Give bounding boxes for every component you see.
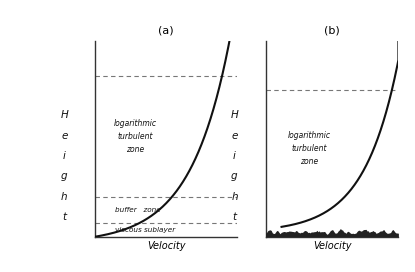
Title: (a): (a) (158, 26, 174, 36)
Text: i: i (63, 151, 66, 161)
Text: buffer   zone: buffer zone (115, 207, 161, 213)
Text: e: e (231, 131, 238, 141)
Text: h: h (61, 192, 68, 202)
Text: logarithmic
turbulent
zone: logarithmic turbulent zone (113, 119, 156, 154)
X-axis label: Velocity: Velocity (147, 241, 185, 251)
X-axis label: Velocity: Velocity (313, 241, 351, 251)
Text: g: g (61, 171, 68, 181)
Text: i: i (233, 151, 236, 161)
Text: H: H (61, 110, 68, 120)
Text: t: t (232, 212, 237, 222)
Text: g: g (231, 171, 238, 181)
Text: t: t (62, 212, 66, 222)
Text: viscous sublayer: viscous sublayer (115, 227, 175, 233)
Title: (b): (b) (324, 26, 340, 36)
Text: H: H (231, 110, 238, 120)
Text: h: h (231, 192, 238, 202)
Text: e: e (61, 131, 68, 141)
Text: logarithmic
turbulent
zone: logarithmic turbulent zone (288, 131, 331, 166)
